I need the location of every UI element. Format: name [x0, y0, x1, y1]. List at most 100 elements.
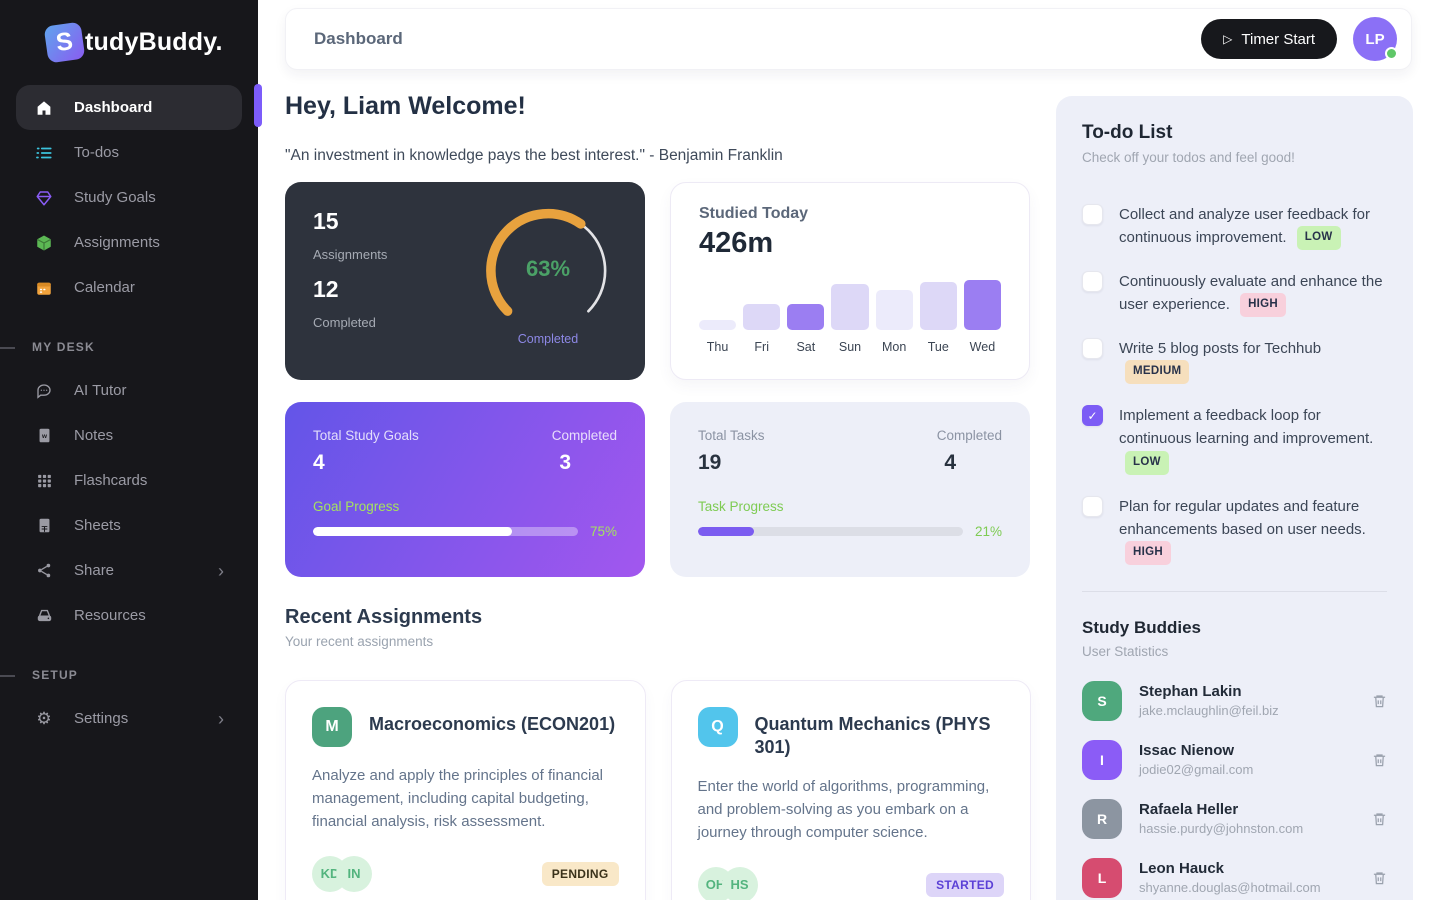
- assignment-description: Analyze and apply the principles of fina…: [312, 767, 604, 830]
- delete-buddy-button[interactable]: [1372, 811, 1387, 827]
- share-icon: [34, 561, 54, 581]
- bar-tue: [919, 281, 957, 330]
- sidebar-nav: Dashboard To-dos Study Goals Assignments: [0, 85, 258, 310]
- online-status-dot: [1385, 47, 1398, 60]
- sidebar-item-study-goals[interactable]: Study Goals: [16, 175, 242, 220]
- bar-mon: [875, 290, 913, 330]
- gauge-arc-fill: [486, 208, 610, 316]
- sidebar-item-share[interactable]: Share ›: [16, 548, 242, 593]
- buddy-name: Issac Nienow: [1139, 742, 1235, 760]
- stats-row-2: Total Study Goals Completed 4 3 Goal Pro…: [285, 402, 1031, 577]
- sidebar-item-todos[interactable]: To-dos: [16, 130, 242, 175]
- assignment-card-macroeconomics[interactable]: M Macroeconomics (ECON201) Analyze and a…: [285, 680, 646, 900]
- gauge-percentage: 63%: [525, 256, 571, 281]
- todo-checkbox[interactable]: ✓: [1082, 204, 1103, 225]
- studied-today-value: 426m: [699, 227, 774, 259]
- todo-text: Write 5 blog posts for Techhub: [1119, 340, 1322, 358]
- buddy-email: shyanne.douglas@hotmail.com: [1139, 880, 1321, 896]
- goals-completed-label: Completed: [551, 428, 617, 443]
- status-badge: STARTED: [926, 872, 1004, 897]
- sidebar-item-resources[interactable]: Resources: [16, 593, 242, 638]
- logo-tile-icon: S: [43, 21, 86, 64]
- buddy-row: I Issac Nienow jodie02@gmail.com: [1082, 739, 1387, 780]
- chevron-right-icon: ›: [218, 560, 224, 581]
- panel-divider: [1082, 590, 1387, 592]
- delete-buddy-button[interactable]: [1372, 693, 1387, 709]
- user-avatar[interactable]: LP: [1353, 17, 1398, 61]
- tasks-total: 19: [698, 451, 722, 474]
- todo-list: ✓ Collect and analyze user feedback for …: [1082, 203, 1387, 565]
- buddy-avatar: I: [1082, 739, 1122, 780]
- goals-completed: 3: [559, 451, 571, 474]
- course-initial-icon: Q: [697, 707, 738, 747]
- study-bar-chart: [699, 280, 1001, 330]
- study-goals-card: Total Study Goals Completed 4 3 Goal Pro…: [285, 402, 645, 577]
- buddy-row: S Stephan Lakin jake.mclaughlin@feil.biz: [1082, 680, 1387, 721]
- assignments-stat-card: 15 Assignments 12 Completed 63% Complete…: [285, 182, 645, 380]
- priority-badge: LOW: [1296, 226, 1341, 251]
- bar-sun: [831, 283, 869, 330]
- todo-item: ✓ Continuously evaluate and enhance the …: [1082, 270, 1387, 318]
- assignments-completed: 12: [313, 276, 339, 302]
- day-label: Wed: [969, 340, 996, 354]
- assignments-row: M Macroeconomics (ECON201) Analyze and a…: [285, 680, 1031, 900]
- todo-checkbox[interactable]: ✓: [1082, 495, 1103, 517]
- buddy-email: jake.mclaughlin@feil.biz: [1139, 703, 1279, 719]
- timer-start-button[interactable]: ▷ Timer Start: [1201, 19, 1337, 59]
- gem-icon: [34, 188, 54, 208]
- sidebar-item-ai-tutor[interactable]: AI Tutor: [16, 368, 242, 413]
- assignment-title: Quantum Mechanics (PHYS 301): [754, 714, 991, 757]
- todo-item: ✓ Plan for regular updates and feature e…: [1082, 495, 1387, 565]
- main-content: Hey, Liam Welcome! "An investment in kno…: [285, 0, 1031, 900]
- sidebar-item-notes[interactable]: w Notes: [16, 413, 242, 458]
- todo-checkbox[interactable]: ✓: [1082, 271, 1103, 293]
- drive-icon: [34, 606, 54, 626]
- tasks-title: Total Tasks: [698, 428, 765, 443]
- gauge-label: Completed: [517, 332, 579, 346]
- sidebar-item-dashboard[interactable]: Dashboard: [16, 85, 242, 130]
- sidebar-item-assignments[interactable]: Assignments: [16, 220, 242, 265]
- bar-wed: [963, 280, 1001, 330]
- sidebar-item-settings[interactable]: ⚙ Settings ›: [16, 696, 242, 741]
- home-icon: [34, 98, 54, 118]
- delete-buddy-button[interactable]: [1372, 752, 1387, 768]
- todo-checkbox[interactable]: ✓: [1082, 405, 1103, 427]
- buddy-avatar: S: [1082, 680, 1122, 721]
- assignment-card-quantum-mechanics[interactable]: Q Quantum Mechanics (PHYS 301) Enter the…: [670, 680, 1031, 900]
- task-progress-percent: 21%: [974, 524, 1002, 539]
- buddy-name: Leon Hauck: [1139, 860, 1225, 878]
- page-title: Dashboard: [314, 29, 403, 48]
- sidebar-item-label: Resources: [74, 607, 146, 624]
- study-buddies-title: Study Buddies: [1082, 617, 1202, 637]
- gauge-svg: [486, 208, 610, 316]
- sidebar-item-sheets[interactable]: Sheets: [16, 503, 242, 548]
- sidebar-item-label: Settings: [74, 710, 129, 727]
- assignments-total-label: Assignments: [313, 247, 388, 262]
- app-logo[interactable]: S tudyBuddy.: [43, 21, 258, 64]
- todo-list-subtitle: Check off your todos and feel good!: [1082, 150, 1295, 165]
- word-doc-icon: w: [34, 426, 54, 446]
- sidebar-item-calendar[interactable]: Calendar: [16, 265, 242, 310]
- sidebar-setup-nav: ⚙ Settings ›: [0, 696, 258, 741]
- sidebar-item-flashcards[interactable]: Flashcards: [16, 458, 242, 503]
- assignments-stat-numbers: 15 Assignments 12 Completed: [313, 208, 387, 354]
- delete-buddy-button[interactable]: [1372, 870, 1387, 886]
- tasks-completed: 4: [944, 451, 956, 474]
- todo-text: Collect and analyze user feedback for co…: [1119, 206, 1370, 247]
- todo-item: ✓ Collect and analyze user feedback for …: [1082, 203, 1387, 251]
- study-bar-labels: Thu Fri Sat Sun Mon Tue Wed: [699, 340, 1001, 354]
- chat-bubble-icon: [34, 381, 54, 401]
- recent-assignments-title: Recent Assignments: [285, 606, 483, 628]
- study-buddies-subtitle: User Statistics: [1082, 643, 1169, 659]
- bar-fri: [743, 303, 781, 330]
- bar-sat: [787, 303, 825, 330]
- todo-checkbox[interactable]: ✓: [1082, 338, 1103, 360]
- sidebar-item-label: AI Tutor: [74, 382, 127, 399]
- assignment-description: Enter the world of algorithms, programmi…: [697, 778, 990, 841]
- assignments-total: 15: [313, 208, 339, 234]
- play-icon: ▷: [1223, 32, 1233, 46]
- member-avatar: IN: [336, 855, 372, 892]
- buddy-avatar: R: [1082, 798, 1122, 839]
- logo-text: tudyBuddy.: [85, 28, 223, 56]
- chevron-right-icon: ›: [218, 708, 224, 729]
